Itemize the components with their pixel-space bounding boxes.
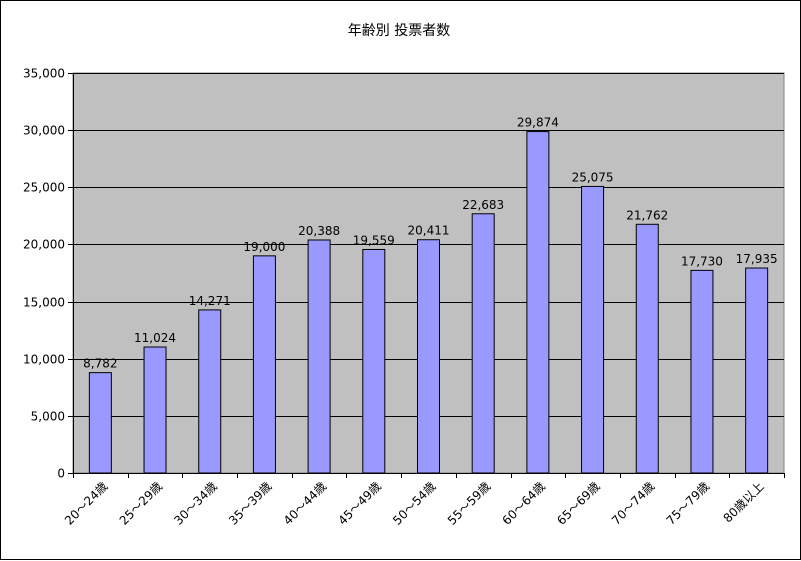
x-tick-label: 60～64歳 bbox=[500, 479, 548, 527]
y-tick-label: 0 bbox=[57, 467, 65, 481]
x-tick-label: 45～49歳 bbox=[335, 479, 383, 527]
bar bbox=[690, 269, 714, 474]
x-tick-label: 70～74歳 bbox=[609, 479, 657, 527]
y-tick-label: 20,000 bbox=[23, 238, 65, 252]
x-axis: 20～24歳 25～29歳 30～34歳 35～39歳 40～44歳 45～49歳 50～5… bbox=[62, 473, 785, 528]
y-axis: 0 5,000 10,000 15,000 20,000 25,000 30,000 35,0… bbox=[23, 67, 74, 481]
y-tick-label: 5,000 bbox=[31, 410, 65, 424]
bar bbox=[362, 248, 386, 474]
bar bbox=[635, 223, 659, 474]
x-tick-label: 40～44歳 bbox=[281, 479, 329, 527]
bar bbox=[581, 185, 605, 474]
bar bbox=[471, 213, 495, 474]
data-label: 25,075 bbox=[572, 170, 614, 184]
bar bbox=[526, 131, 550, 474]
chart-title: 年齢別 投票者数 bbox=[348, 23, 450, 39]
bar bbox=[252, 255, 276, 474]
x-tick-label: 25～29歳 bbox=[117, 479, 165, 527]
data-label: 20,411 bbox=[408, 224, 450, 238]
bar bbox=[307, 239, 331, 474]
x-tick-label: 75～79歳 bbox=[664, 479, 712, 527]
y-tick-label: 10,000 bbox=[23, 353, 65, 367]
y-tick-label: 35,000 bbox=[23, 67, 65, 81]
bar bbox=[417, 239, 440, 474]
data-label: 22,683 bbox=[462, 198, 504, 212]
bar bbox=[745, 267, 769, 474]
y-tick-label: 30,000 bbox=[23, 124, 65, 138]
y-tick-label: 25,000 bbox=[23, 181, 65, 195]
data-label: 11,024 bbox=[134, 331, 176, 345]
data-label: 8,782 bbox=[83, 357, 117, 371]
x-tick-label: 20～24歳 bbox=[62, 479, 110, 527]
bar bbox=[198, 309, 222, 474]
data-label: 19,000 bbox=[243, 240, 285, 254]
data-label: 21,762 bbox=[626, 208, 668, 222]
x-tick-label: 35～39歳 bbox=[226, 479, 274, 527]
data-label: 20,388 bbox=[298, 224, 340, 238]
x-tick-label: 50～54歳 bbox=[390, 479, 438, 527]
bar bbox=[143, 346, 167, 474]
x-tick-label: 55～59歳 bbox=[445, 479, 493, 527]
data-label: 29,874 bbox=[517, 116, 559, 130]
gridlines bbox=[73, 73, 784, 417]
data-label: 17,935 bbox=[736, 252, 778, 266]
x-tick-label: 80歳以上 bbox=[721, 479, 767, 525]
data-label: 14,271 bbox=[189, 294, 231, 308]
y-tick-label: 15,000 bbox=[23, 296, 65, 310]
bar bbox=[88, 372, 112, 474]
data-labels: 8,782 11,024 14,271 19,000 20,388 19,559 20,41… bbox=[83, 116, 777, 371]
x-tick-label: 30～34歳 bbox=[171, 479, 219, 527]
bars bbox=[88, 131, 769, 474]
data-label: 17,730 bbox=[681, 254, 723, 268]
data-label: 19,559 bbox=[353, 233, 395, 247]
x-tick-label: 65～69歳 bbox=[554, 479, 602, 527]
